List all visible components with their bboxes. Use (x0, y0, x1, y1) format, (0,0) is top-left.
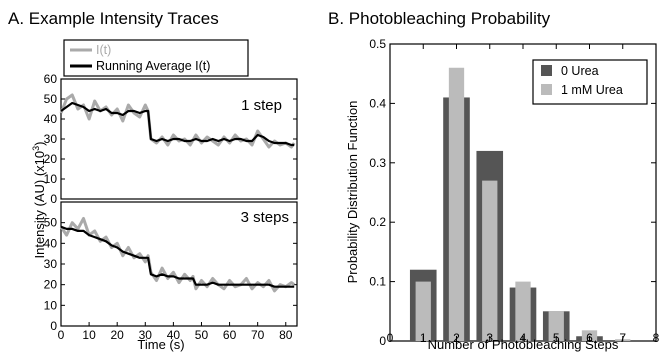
trace-2-raw-line (59, 217, 296, 293)
trace-x-tick-label: 80 (279, 328, 293, 342)
trace-x-tick-label: 60 (223, 328, 237, 342)
trace-1-y-tick-label: 20 (44, 152, 58, 166)
bar-1mm-urea (482, 180, 498, 341)
bar-legend-label-1mm-urea: 1 mM Urea (561, 83, 623, 97)
bar-legend-swatch-0-urea (541, 65, 552, 76)
bar-1mm-urea (581, 330, 598, 341)
bar-x-tick-label: 1 (420, 331, 427, 345)
bar-y-axis-label: Probability Distribution Function (345, 101, 360, 284)
trace-2-y-tick-label: 10 (44, 298, 58, 312)
legend-label-raw: I(t) (96, 43, 111, 57)
trace-x-ticks: 0 10 20 30 40 50 60 70 80 (58, 322, 293, 342)
bar-legend-swatch-1mm-urea (541, 84, 552, 95)
trace-x-tick-label: 40 (167, 328, 181, 342)
trace-plot-2-annotation: 3 steps (241, 209, 289, 226)
trace-2-y-tick-label: 50 (44, 216, 58, 230)
trace-plot-1-step: 0 10 20 30 40 50 60 1 step (44, 72, 298, 206)
trace-x-tick-label: 20 (111, 328, 125, 342)
bar-y-tick-label: 0.1 (369, 275, 386, 289)
legend-label-avg: Running Average I(t) (96, 59, 210, 73)
trace-x-axis-label: Time (s) (137, 337, 184, 352)
trace-x-tick-label: 50 (195, 328, 209, 342)
bar-x-tick-label: 4 (520, 331, 527, 345)
trace-plot-3-steps: 0 10 20 30 40 50 0 10 20 30 40 50 60 70 80 3 steps (44, 201, 298, 342)
trace-x-tick-label: 30 (139, 328, 153, 342)
bar-x-tick-label: 5 (553, 331, 560, 345)
legend-box (63, 39, 249, 77)
photobleaching-bar-chart: 0 0.1 0.2 0.3 0.4 0.5 0 1 2 3 4 5 6 7 8 0 Urea 1 mM U… (369, 37, 659, 348)
trace-2-y-tick-label: 30 (44, 257, 58, 271)
trace-y-axis-label-main: Intensity (AU) (x10 (32, 151, 47, 259)
trace-plot-2-y-ticks: 0 10 20 30 40 50 (44, 216, 297, 333)
trace-x-tick-label: 70 (251, 328, 265, 342)
bar-1mm-urea (415, 281, 431, 341)
trace-plot-2-lines (59, 217, 296, 293)
trace-plot-1-annotation: 1 step (241, 97, 282, 114)
trace-1-y-tick-label: 10 (44, 172, 58, 186)
trace-x-tick-label: 0 (58, 328, 65, 342)
traces-legend: I(t) Running Average I(t) (63, 39, 249, 77)
bar-y-tick-label: 0.5 (369, 37, 386, 51)
trace-2-y-tick-label: 0 (50, 319, 57, 333)
panel-a-title: A. Example Intensity Traces (8, 9, 219, 28)
trace-1-y-tick-label: 60 (44, 72, 58, 86)
bar-y-tick-label: 0.3 (369, 156, 386, 170)
trace-plot-1-y-ticks: 0 10 20 30 40 50 60 (44, 72, 297, 206)
trace-2-average-line (60, 225, 295, 288)
trace-y-axis-label-sup: 3 (31, 146, 41, 151)
trace-1-y-tick-label: 30 (44, 132, 58, 146)
trace-y-axis-label-close: ) (32, 141, 47, 145)
bar-x-tick-label: 2 (453, 331, 460, 345)
bar-y-tick-label: 0 (379, 334, 386, 348)
trace-1-average-line (60, 101, 295, 147)
trace-plot-1-lines (59, 93, 296, 149)
bar-x-tick-label: 8 (653, 331, 660, 345)
bar-y-tick-label: 0.2 (369, 215, 386, 229)
bar-chart-y-ticks: 0 0.1 0.2 0.3 0.4 0.5 (369, 37, 656, 348)
bar-x-axis-label: Number of Photobleaching Steps (428, 337, 619, 352)
bar-1mm-urea (448, 67, 465, 341)
trace-1-y-tick-label: 40 (44, 112, 58, 126)
panel-b-title: B. Photobleaching Probability (328, 9, 551, 28)
trace-y-axis-label: Intensity (AU) (x103) (31, 141, 47, 258)
trace-x-tick-label: 10 (82, 328, 96, 342)
trace-2-y-tick-label: 20 (44, 278, 58, 292)
bar-chart-legend: 0 Urea 1 mM Urea (532, 59, 648, 105)
trace-1-y-tick-label: 50 (44, 92, 58, 106)
bar-chart-bars (409, 67, 631, 342)
bar-x-tick-label: 0 (387, 331, 394, 345)
trace-2-y-tick-label: 40 (44, 236, 58, 250)
bar-legend-label-0-urea: 0 Urea (561, 64, 599, 78)
bar-1mm-urea (548, 311, 564, 341)
bar-1mm-urea (515, 281, 531, 341)
bar-chart-x-ticks: 0 1 2 3 4 5 6 7 8 (387, 44, 660, 345)
bar-x-tick-label: 7 (619, 331, 626, 345)
bar-x-tick-label: 6 (586, 331, 593, 345)
bar-y-tick-label: 0.4 (369, 96, 386, 110)
trace-1-y-tick-label: 0 (50, 192, 57, 206)
bar-x-tick-label: 3 (486, 331, 493, 345)
